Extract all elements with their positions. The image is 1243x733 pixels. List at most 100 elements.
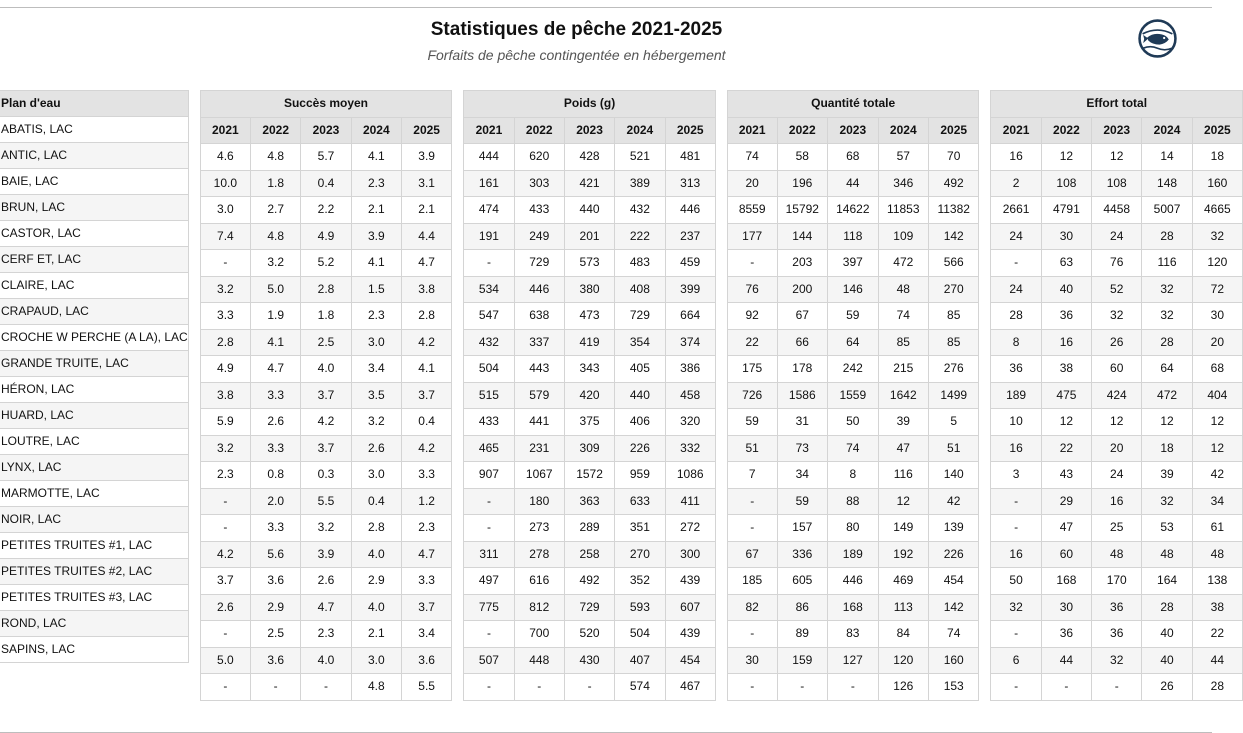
effort-cell: 18	[1191, 143, 1243, 171]
succes-cell: 4.7	[250, 355, 302, 383]
poids-cell: 467	[664, 673, 716, 701]
poids-cell: 547	[463, 302, 515, 330]
succes-cell: 2.7	[250, 196, 302, 224]
succes-cell: 2.0	[250, 487, 302, 515]
effort-cell: 4791	[1040, 196, 1093, 224]
quantite-cell: 149	[877, 514, 929, 542]
succes-cell: 4.6	[199, 143, 252, 171]
quantite-cell: 109	[877, 222, 929, 250]
table-row: 3.2 3.3 3.7 2.6 4.2	[199, 434, 453, 462]
succes-cell: 3.7	[300, 381, 352, 409]
plan-name-cell: GRANDE TRUITE, LAC	[0, 350, 189, 377]
poids-cell: 428	[563, 143, 616, 171]
table-row: -203 397 472 566	[726, 249, 980, 277]
succes-cell: 1.8	[300, 302, 352, 330]
effort-cell: 24	[990, 222, 1042, 250]
poids-cell: 191	[463, 222, 515, 250]
effort-cell: 12	[1191, 434, 1243, 462]
poids-cell: 959	[614, 461, 666, 489]
plan-name-cell: PETITES TRUITES #3, LAC	[0, 584, 189, 611]
succes-cell: 3.2	[199, 434, 252, 462]
effort-cell: 48	[1191, 540, 1243, 568]
effort-cell: 5007	[1141, 196, 1193, 224]
poids-table: Poids (g) 2021 2022 2023 2024 2025 444 620 428 52…	[463, 90, 716, 701]
table-row: 24 40 52 32 72	[990, 275, 1243, 303]
poids-cell: 432	[614, 196, 666, 224]
succes-cell: 4.2	[300, 408, 352, 436]
table-row: -729 573 483 459	[463, 249, 716, 277]
table-row: - - -4.8 5.5	[199, 673, 453, 701]
table-row: 6 44 32 40 44	[990, 646, 1243, 674]
table-row: 465 231 309 226 332	[463, 434, 716, 462]
year-header: 2024	[350, 116, 402, 144]
plan-name-cell: CRAPAUD, LAC	[0, 298, 189, 325]
succes-cell: 3.8	[199, 381, 252, 409]
table-row: -3.2 5.2 4.1 4.7	[199, 249, 453, 277]
poids-cell: 497	[463, 567, 515, 595]
quantite-cell: 50	[827, 408, 879, 436]
table-row: 8559 15792 14622 11853 11382	[726, 196, 980, 224]
succes-cell: 4.7	[400, 249, 453, 277]
poids-cell: -	[463, 249, 515, 277]
quantite-cell: -	[726, 487, 778, 515]
succes-cell: 3.0	[350, 461, 402, 489]
quantite-cell: 446	[827, 567, 879, 595]
succes-cell: 2.1	[350, 196, 402, 224]
poids-cell: 483	[614, 249, 666, 277]
quantite-table: Quantité totale 2021 2022 2023 2024 2025 74 58 6…	[726, 90, 980, 701]
succes-cell: 2.6	[350, 434, 402, 462]
succes-cell: 3.7	[400, 593, 453, 621]
table-row: 8 16 26 28 20	[990, 328, 1243, 356]
table-row: 497 616 492 352 439	[463, 567, 716, 595]
succes-cell: 4.0	[300, 355, 352, 383]
effort-cell: 22	[1191, 620, 1243, 648]
succes-cell: 2.1	[400, 196, 453, 224]
quantite-cell: 85	[927, 302, 980, 330]
succes-cell: 3.7	[400, 381, 453, 409]
quantite-cell: 67	[776, 302, 829, 330]
effort-cell: 34	[1191, 487, 1243, 515]
quantite-cell: 336	[776, 540, 829, 568]
poids-cell: 907	[463, 461, 515, 489]
quantite-cell: 139	[927, 514, 980, 542]
quantite-cell: 276	[927, 355, 980, 383]
quantite-cell: 48	[877, 275, 929, 303]
quantite-cell: -	[827, 673, 879, 701]
quantite-cell: 146	[827, 275, 879, 303]
poids-cell: 303	[513, 169, 565, 197]
effort-cell: 32	[1091, 646, 1143, 674]
poids-cell: 351	[614, 514, 666, 542]
poids-cell: 700	[513, 620, 565, 648]
succes-cell: 2.8	[300, 275, 352, 303]
effort-cell: 475	[1040, 381, 1093, 409]
effort-cell: 52	[1091, 275, 1143, 303]
quantite-cell: 242	[827, 355, 879, 383]
quantite-cell: 270	[927, 275, 980, 303]
succes-cell: 3.6	[250, 646, 302, 674]
effort-cell: 28	[1191, 673, 1243, 701]
effort-cell: 36	[1091, 593, 1143, 621]
poids-cell: 515	[463, 381, 515, 409]
succes-cell: -	[199, 673, 252, 701]
effort-group-header: Effort total	[990, 90, 1243, 118]
table-row: 2.3 0.8 0.3 3.0 3.3	[199, 461, 453, 489]
table-row: 185 605 446 469 454	[726, 567, 980, 595]
effort-cell: 12	[1091, 143, 1143, 171]
table-row: -2.0 5.5 0.4 1.2	[199, 487, 453, 515]
poids-cell: 433	[513, 196, 565, 224]
succes-cell: 0.4	[400, 408, 453, 436]
quantite-cell: 15792	[776, 196, 829, 224]
table-row: 16 60 48 48 48	[990, 540, 1243, 568]
quantite-cell: 64	[827, 328, 879, 356]
table-row: CRAPAUD, LAC	[0, 298, 189, 325]
quantite-cell: 83	[827, 620, 879, 648]
effort-cell: 8	[990, 328, 1042, 356]
poids-cell: 520	[563, 620, 616, 648]
quantite-cell: 86	[776, 593, 829, 621]
year-header: 2024	[877, 116, 929, 144]
plan-name-cell: CROCHE W PERCHE (A LA), LAC	[0, 324, 189, 351]
poids-cell: 507	[463, 646, 515, 674]
table-row: 5.0 3.6 4.0 3.0 3.6	[199, 646, 453, 674]
quantite-cell: -	[726, 620, 778, 648]
quantite-cell: 157	[776, 514, 829, 542]
